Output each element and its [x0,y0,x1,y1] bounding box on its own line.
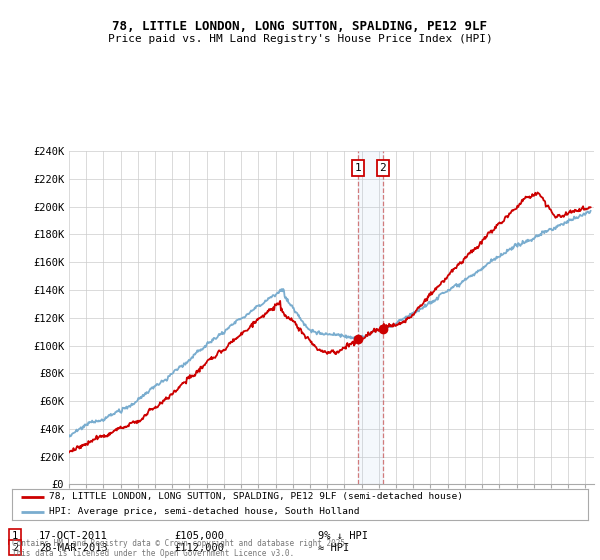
Text: 9% ↓ HPI: 9% ↓ HPI [318,531,368,542]
Text: 78, LITTLE LONDON, LONG SUTTON, SPALDING, PE12 9LF (semi-detached house): 78, LITTLE LONDON, LONG SUTTON, SPALDING… [49,492,463,501]
Text: Contains HM Land Registry data © Crown copyright and database right 2025.
This d: Contains HM Land Registry data © Crown c… [12,539,350,558]
Bar [358,151,383,484]
Text: 28-MAR-2013: 28-MAR-2013 [39,543,108,553]
Text: £105,000: £105,000 [174,531,224,542]
Text: Price paid vs. HM Land Registry's House Price Index (HPI): Price paid vs. HM Land Registry's House … [107,34,493,44]
Text: 2: 2 [12,543,18,553]
Text: 17-OCT-2011: 17-OCT-2011 [39,531,108,542]
Text: 78, LITTLE LONDON, LONG SUTTON, SPALDING, PE12 9LF: 78, LITTLE LONDON, LONG SUTTON, SPALDING… [113,20,487,32]
Text: £112,000: £112,000 [174,543,224,553]
Text: 1: 1 [355,163,361,173]
Text: HPI: Average price, semi-detached house, South Holland: HPI: Average price, semi-detached house,… [49,507,360,516]
Text: 1: 1 [12,531,18,542]
Text: ≈ HPI: ≈ HPI [318,543,349,553]
Text: 2: 2 [380,163,386,173]
